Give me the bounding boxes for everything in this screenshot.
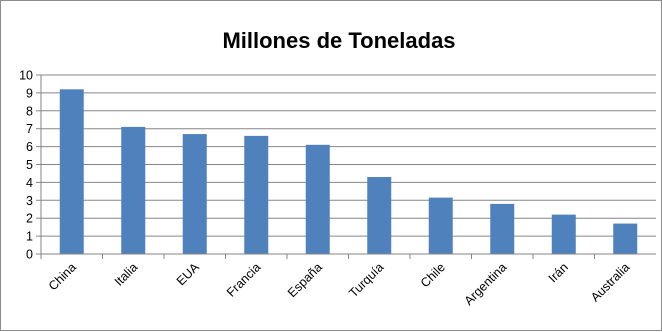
x-tick-label-0: China [46, 260, 79, 293]
bar-4 [305, 144, 330, 254]
x-tick-label-1: Italia [112, 260, 141, 289]
bar-7 [490, 203, 515, 254]
bars [59, 89, 638, 254]
bar-8 [551, 214, 576, 254]
bar-6 [428, 197, 453, 254]
y-tick-label-2: 2 [26, 212, 33, 226]
y-axis-ticks: 0 1 2 3 4 5 6 7 8 9 10 [19, 69, 33, 262]
chart-title: Millones de Toneladas [222, 28, 455, 53]
x-axis-labels: China Italia EUA Francia España Turquía Chile A… [46, 260, 633, 308]
y-tick-label-10: 10 [19, 69, 33, 83]
bar-1 [121, 126, 146, 254]
y-tick-label-3: 3 [26, 194, 33, 208]
y-tick-label-4: 4 [26, 176, 33, 190]
x-tick-label-7: Argentina [462, 260, 510, 308]
bar-9 [613, 223, 638, 254]
y-tick-label-0: 0 [26, 248, 33, 262]
x-tick-label-9: Australia [588, 260, 632, 304]
y-tick-label-1: 1 [26, 230, 33, 244]
y-tick-label-8: 8 [26, 104, 33, 118]
y-tick-label-7: 7 [26, 122, 33, 136]
bar-0 [59, 89, 84, 254]
bar-3 [244, 135, 269, 254]
bar-2 [182, 134, 207, 254]
x-tick-label-2: EUA [174, 260, 203, 289]
y-tick-label-5: 5 [26, 158, 33, 172]
axes [40, 75, 656, 255]
bar-5 [367, 177, 392, 254]
y-tick-label-6: 6 [26, 140, 33, 154]
x-tick-label-4: España [285, 260, 325, 300]
x-tick-label-6: Chile [418, 260, 448, 290]
x-tick-label-8: Irán [546, 260, 571, 285]
x-tick-label-3: Francia [224, 260, 263, 299]
y-tick-label-9: 9 [26, 86, 33, 100]
x-tick-label-5: Turquía [346, 260, 386, 300]
